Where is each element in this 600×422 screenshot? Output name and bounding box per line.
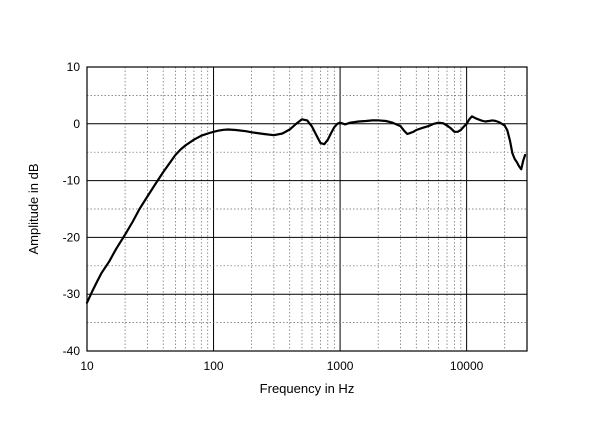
series-layer: [85, 115, 527, 304]
x-tick-label: 1000: [327, 359, 354, 373]
x-tick-label: 10: [80, 359, 94, 373]
series-line: [85, 115, 527, 304]
y-tick-label: -20: [63, 230, 81, 244]
y-tick-label: -40: [63, 344, 81, 358]
y-tick-label: -30: [63, 287, 81, 301]
grid: [87, 67, 527, 351]
y-tick-label: 10: [67, 60, 81, 74]
y-tick-label: -10: [63, 174, 81, 188]
x-tick-label: 10000: [450, 359, 484, 373]
y-tick-label: 0: [73, 117, 80, 131]
x-axis-label: Frequency in Hz: [260, 381, 355, 396]
y-axis-label: Amplitude in dB: [26, 163, 41, 254]
plot-frame: [86, 66, 528, 352]
x-tick-label: 100: [204, 359, 224, 373]
